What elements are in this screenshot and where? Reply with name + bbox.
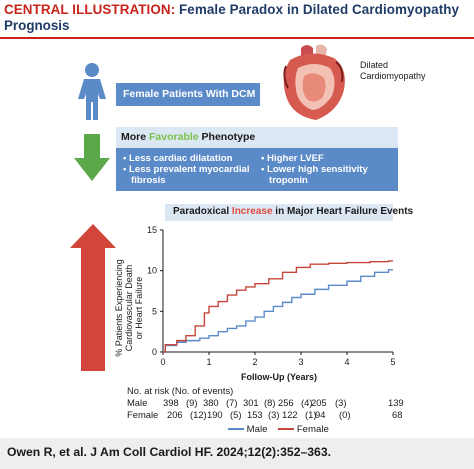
x-tick-label: 0 — [160, 357, 165, 367]
risk-cell: 398 — [163, 397, 179, 408]
risk-cell: (8) — [264, 397, 276, 408]
risk-cell: 68 — [392, 409, 403, 420]
risk-cell: (0) — [339, 409, 351, 420]
series-line-male — [163, 269, 393, 353]
y-tick-label: 0 — [152, 347, 157, 357]
female-patients-box: Female Patients With DCM — [116, 83, 260, 106]
km-chart: % Patients Experiencing Cardiovascular D… — [114, 225, 396, 382]
female-patients-label: Female Patients With DCM — [123, 88, 256, 100]
phenotype-box — [116, 148, 398, 191]
risk-table-title: No. at risk (No. of events) — [127, 385, 234, 396]
illustration-title: CENTRAL ILLUSTRATION: Female Paradox in … — [0, 0, 474, 38]
bullet-left-3: fibrosis — [123, 175, 166, 186]
risk-row-label: Male — [127, 397, 148, 408]
risk-cell: (4) — [301, 397, 313, 408]
risk-cell: 94 — [315, 409, 326, 420]
y-tick-label: 5 — [152, 306, 157, 316]
x-tick-label: 1 — [206, 357, 211, 367]
green-down-arrow-icon — [74, 134, 110, 181]
y-tick-label: 15 — [147, 225, 157, 235]
chart-legend: Male Female — [228, 424, 329, 435]
footer-bar — [0, 438, 474, 469]
risk-cell: 153 — [247, 409, 263, 420]
heart-label-line-2: Cardiomyopathy — [360, 71, 426, 81]
legend-male-swatch — [228, 428, 244, 431]
risk-cell: 205 — [311, 397, 327, 408]
risk-cell: (12) — [190, 409, 207, 420]
bullet-right-1: • Higher LVEF — [261, 153, 324, 164]
phenotype-bullets-left: • Less cardiac dilatation • Less prevale… — [123, 153, 250, 186]
title-line-1: CENTRAL ILLUSTRATION: Female Paradox in … — [4, 2, 459, 17]
x-tick-label: 5 — [390, 357, 395, 367]
risk-cell: 380 — [203, 397, 219, 408]
events-title-pre: Paradoxical — [173, 206, 232, 217]
phenotype-title: More Favorable Phenotype — [121, 131, 255, 143]
bullet-left-1: • Less cardiac dilatation — [123, 153, 233, 164]
risk-cell: (9) — [186, 397, 198, 408]
y-tick-label: 10 — [147, 266, 157, 276]
legend-female-label: Female — [296, 424, 329, 435]
events-title-bar — [165, 204, 393, 221]
title-lead: CENTRAL ILLUSTRATION: — [4, 2, 176, 17]
risk-cell: (7) — [226, 397, 238, 408]
heart-label-line-1: Dilated — [360, 60, 389, 70]
x-tick-label: 4 — [344, 357, 349, 367]
ylabel-line-1: % Patients Experiencing — [114, 259, 124, 357]
legend-female-swatch — [278, 428, 295, 431]
phenotype-title-pre: More — [121, 131, 150, 143]
ylabel-line-2: Cardiovascular Death — [124, 265, 134, 352]
ylabel-line-3: or Heart Failure — [134, 277, 144, 340]
female-person-icon — [78, 63, 106, 120]
risk-cell: (1) — [305, 409, 317, 420]
x-axis-label: Follow-Up (Years) — [241, 372, 317, 382]
title-line-2: Prognosis — [4, 18, 70, 33]
risk-cell: 190 — [207, 409, 223, 420]
risk-cell: (5) — [230, 409, 242, 420]
events-title: Paradoxical Increase in Major Heart Fail… — [173, 206, 413, 217]
bullet-right-2: • Lower high sensitivity — [261, 164, 368, 175]
citation: Owen R, et al. J Am Coll Cardiol HF. 202… — [7, 445, 331, 459]
events-title-post: in Major Heart Failure Events — [272, 206, 414, 217]
x-tick-label: 2 — [252, 357, 257, 367]
risk-cell: 301 — [243, 397, 259, 408]
y-axis-label: % Patients Experiencing Cardiovascular D… — [114, 259, 144, 357]
title-divider — [0, 37, 474, 39]
title-rest: Female Paradox in Dilated Cardiomyopathy — [175, 2, 460, 17]
heart-illustration — [283, 44, 345, 120]
bullet-left-2: • Less prevalent myocardial — [123, 164, 250, 175]
risk-cell: 122 — [282, 409, 298, 420]
risk-cell: 256 — [278, 397, 294, 408]
risk-cell: (3) — [268, 409, 280, 420]
heart-label: Dilated Cardiomyopathy — [360, 60, 426, 82]
series-line-female — [163, 260, 393, 353]
bullet-right-3: troponin — [261, 175, 308, 186]
legend-male-label: Male — [246, 424, 268, 435]
risk-cell: 139 — [388, 397, 404, 408]
risk-cell: 206 — [167, 409, 183, 420]
phenotype-bullets-right: • Higher LVEF • Lower high sensitivity t… — [261, 153, 368, 186]
risk-cell: (3) — [335, 397, 347, 408]
risk-row-label: Female — [127, 409, 159, 420]
phenotype-title-highlight: Favorable — [149, 131, 199, 143]
x-tick-label: 3 — [298, 357, 303, 367]
events-title-highlight: Increase — [231, 206, 273, 217]
red-up-arrow-icon — [70, 224, 116, 371]
phenotype-title-post: Phenotype — [198, 131, 256, 143]
